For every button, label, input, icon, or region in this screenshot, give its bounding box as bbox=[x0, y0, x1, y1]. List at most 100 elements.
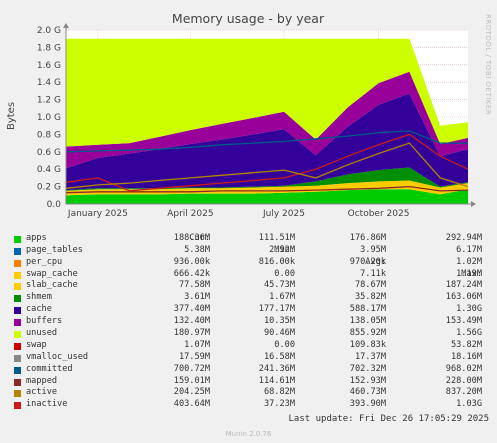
legend-swatch bbox=[14, 271, 21, 279]
legend-max: 1.56G bbox=[456, 328, 482, 339]
legend-row-buffers: buffers 132.40M 10.35M 138.05M 153.49M bbox=[10, 316, 490, 328]
legend-name: per_cpu bbox=[26, 256, 63, 267]
legend-cur: 5.38M bbox=[184, 244, 210, 255]
legend-avg: 460.73M bbox=[349, 387, 386, 398]
munin-version: Munin 2.0.76 bbox=[225, 430, 272, 438]
legend-name: active bbox=[26, 387, 58, 398]
line-inactive bbox=[65, 133, 469, 192]
legend-max: 837.20M bbox=[445, 387, 482, 398]
legend-min: 111.51M bbox=[258, 232, 295, 243]
legend-swatch bbox=[14, 247, 21, 255]
line-mapped bbox=[65, 185, 469, 194]
legend-cur: 3.61M bbox=[184, 292, 210, 303]
legend-max: 18.16M bbox=[450, 351, 482, 362]
legend-cur: 132.40M bbox=[173, 316, 210, 327]
legend-avg: 152.93M bbox=[349, 375, 386, 386]
legend-name: unused bbox=[26, 328, 58, 339]
legend-name: page_tables bbox=[26, 244, 83, 255]
x-tick-label: January 2025 bbox=[67, 209, 128, 219]
legend-name: cache bbox=[26, 304, 52, 315]
legend-swatch bbox=[14, 259, 21, 267]
legend-swatch bbox=[14, 295, 21, 303]
legend-row-apps: apps 188.36M 111.51M 176.86M 292.94M bbox=[10, 233, 490, 245]
legend-name: swap bbox=[26, 339, 47, 350]
legend-max: 1.03G bbox=[456, 399, 482, 410]
legend-name: inactive bbox=[26, 399, 68, 410]
legend-row-committed: committed 700.72M 241.36M 702.32M 968.02M bbox=[10, 364, 490, 376]
last-update-text: Last update: Fri Dec 26 17:05:29 2025 bbox=[288, 414, 489, 424]
legend-max: 292.94M bbox=[445, 232, 482, 243]
legend-row-swap: swap 1.07M 0.00 109.83k 53.82M bbox=[10, 340, 490, 352]
y-tick-label: 1.0 G bbox=[37, 113, 61, 123]
legend-name: buffers bbox=[26, 316, 63, 327]
legend-avg: 176.86M bbox=[349, 232, 386, 243]
legend-avg: 7.11k bbox=[360, 268, 386, 279]
legend-min: 90.46M bbox=[263, 328, 295, 339]
x-tick-label: April 2025 bbox=[167, 209, 213, 219]
legend-min: 16.58M bbox=[263, 351, 295, 362]
legend-swatch bbox=[14, 307, 21, 315]
legend-cur: 1.07M bbox=[184, 339, 210, 350]
legend-row-per-cpu: per_cpu 936.00k 816.00k 970.20k 1.02M bbox=[10, 257, 490, 269]
x-tick-label: October 2025 bbox=[348, 209, 410, 219]
legend-max: 187.24M bbox=[445, 280, 482, 291]
legend-max: 1.30G bbox=[456, 304, 482, 315]
legend-max: 153.49M bbox=[445, 316, 482, 327]
stacked-areas bbox=[66, 38, 468, 204]
memory-usage-chart: Memory usage - by year Bytes RRDTOOL / T… bbox=[0, 0, 497, 220]
x-tick-label: July 2025 bbox=[262, 209, 305, 219]
legend-row-swap-cache: swap_cache 666.42k 0.00 7.11k 1.19M bbox=[10, 269, 490, 281]
legend-max: 6.17M bbox=[456, 244, 482, 255]
y-tick-label: 0.0 bbox=[47, 200, 62, 210]
legend-swatch bbox=[14, 366, 21, 374]
y-tick-label: 1.8 G bbox=[37, 43, 61, 53]
legend-min: 177.17M bbox=[258, 304, 295, 315]
legend-swatch bbox=[14, 402, 21, 410]
legend-avg: 3.95M bbox=[360, 244, 386, 255]
legend-max: 228.00M bbox=[445, 375, 482, 386]
line-series bbox=[65, 130, 469, 194]
y-tick-labels: 0.0 0.2 G 0.4 G 0.6 G 0.8 G 1.0 G 1.2 G 1.4 G 1.… bbox=[37, 26, 61, 210]
legend-avg: 78.67M bbox=[354, 280, 386, 291]
legend-row-vmalloc-used: vmalloc_used 17.59M 16.58M 17.37M 18.16M bbox=[10, 352, 490, 364]
legend-avg: 393.90M bbox=[349, 399, 386, 410]
legend-name: swap_cache bbox=[26, 268, 78, 279]
legend-row-page-tables: page_tables 5.38M 2.92M 3.95M 6.17M bbox=[10, 245, 490, 257]
legend-max: 53.82M bbox=[450, 339, 482, 350]
legend-avg: 109.83k bbox=[349, 339, 386, 350]
legend-avg: 588.17M bbox=[349, 304, 386, 315]
legend-header-avg: Avg: bbox=[365, 256, 386, 267]
legend-min: 1.67M bbox=[269, 292, 295, 303]
legend-cur: 188.36M bbox=[173, 232, 210, 243]
legend-header: Cur: Min: Avg: Max: bbox=[10, 221, 490, 279]
legend-cur: 17.59M bbox=[178, 351, 210, 362]
legend-max: 968.02M bbox=[445, 363, 482, 374]
legend-swatch bbox=[14, 319, 21, 327]
legend-name: slab_cache bbox=[26, 280, 78, 291]
legend-min: 68.82M bbox=[263, 387, 295, 398]
y-tick-label: 0.4 G bbox=[37, 165, 61, 175]
legend-cur: 180.97M bbox=[173, 328, 210, 339]
legend-name: committed bbox=[26, 363, 73, 374]
legend-max: 1.02M bbox=[456, 256, 482, 267]
legend-min: 241.36M bbox=[258, 363, 295, 374]
area-unused bbox=[66, 38, 468, 147]
legend-min: 114.61M bbox=[258, 375, 295, 386]
legend-name: vmalloc_used bbox=[26, 351, 89, 362]
legend-cur: 377.40M bbox=[173, 304, 210, 315]
legend-min: 37.23M bbox=[263, 399, 295, 410]
y-axis-label: Bytes bbox=[6, 102, 17, 130]
legend-cur: 403.64M bbox=[173, 399, 210, 410]
legend-name: shmem bbox=[26, 292, 52, 303]
x-axis-arrow-icon bbox=[471, 201, 476, 207]
y-tick-label: 2.0 G bbox=[37, 26, 61, 36]
legend: Cur: Min: Avg: Max: apps 188.36M 111.51M 17… bbox=[10, 221, 490, 411]
last-update: Last update: Fri Dec 26 17:05:29 2025 bbox=[0, 414, 497, 424]
legend-swatch bbox=[14, 283, 21, 291]
legend-max: 163.06M bbox=[445, 292, 482, 303]
legend-header-min: Min: bbox=[274, 244, 295, 255]
legend-swatch bbox=[14, 235, 21, 243]
legend-min: 2.92M bbox=[269, 244, 295, 255]
legend-swatch bbox=[14, 378, 21, 386]
legend-max: 1.19M bbox=[456, 268, 482, 279]
